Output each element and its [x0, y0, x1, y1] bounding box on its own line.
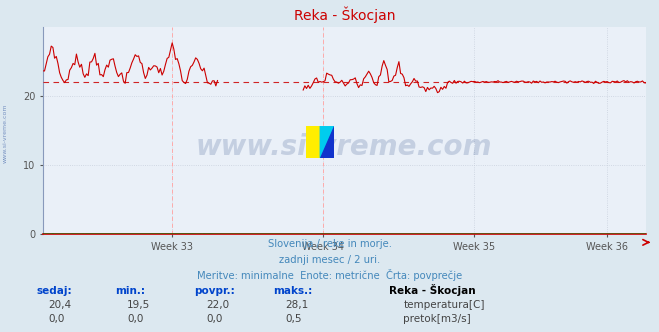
Text: 28,1: 28,1 [285, 300, 308, 310]
Text: maks.:: maks.: [273, 286, 313, 296]
Polygon shape [320, 126, 334, 158]
Text: 0,5: 0,5 [285, 314, 302, 324]
Text: povpr.:: povpr.: [194, 286, 235, 296]
Polygon shape [306, 126, 320, 158]
Text: Meritve: minimalne  Enote: metrične  Črta: povprečje: Meritve: minimalne Enote: metrične Črta:… [197, 269, 462, 281]
Title: Reka - Škocjan: Reka - Škocjan [293, 6, 395, 23]
Text: 20,4: 20,4 [48, 300, 71, 310]
Text: temperatura[C]: temperatura[C] [403, 300, 485, 310]
Text: 0,0: 0,0 [127, 314, 144, 324]
Text: Slovenija / reke in morje.: Slovenija / reke in morje. [268, 239, 391, 249]
Text: 0,0: 0,0 [206, 314, 223, 324]
Text: 0,0: 0,0 [48, 314, 65, 324]
Text: 19,5: 19,5 [127, 300, 150, 310]
Text: 22,0: 22,0 [206, 300, 229, 310]
Text: www.si-vreme.com: www.si-vreme.com [196, 133, 492, 161]
Text: pretok[m3/s]: pretok[m3/s] [403, 314, 471, 324]
Text: www.si-vreme.com: www.si-vreme.com [3, 103, 8, 163]
Text: min.:: min.: [115, 286, 146, 296]
Text: sedaj:: sedaj: [36, 286, 72, 296]
Text: zadnji mesec / 2 uri.: zadnji mesec / 2 uri. [279, 255, 380, 265]
Text: Reka - Škocjan: Reka - Škocjan [389, 284, 475, 296]
Polygon shape [320, 126, 334, 158]
